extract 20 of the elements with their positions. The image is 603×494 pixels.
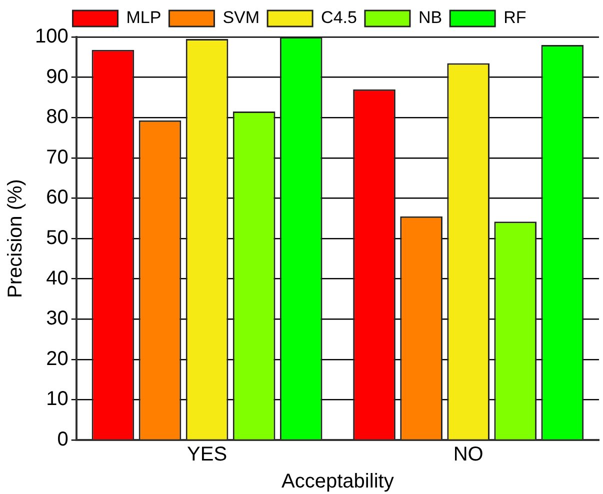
y-tick-label: 60 bbox=[46, 186, 68, 209]
y-axis-title: Precision (%) bbox=[4, 179, 27, 298]
y-tick-label: 40 bbox=[46, 267, 68, 290]
x-tick-label: NO bbox=[453, 444, 484, 466]
y-tick-label: 0 bbox=[57, 428, 68, 451]
y-tick-label: 80 bbox=[46, 106, 68, 128]
y-tick-label: 90 bbox=[46, 66, 68, 88]
y-tick-label: 20 bbox=[46, 348, 68, 370]
y-tick-label: 70 bbox=[46, 146, 68, 168]
legend-label: RF bbox=[504, 8, 526, 28]
y-tick-label: 100 bbox=[34, 26, 68, 48]
legend-label: NB bbox=[418, 8, 442, 28]
y-tick-label: 30 bbox=[46, 308, 68, 330]
legend-label: SVM bbox=[222, 8, 260, 28]
y-tick-label: 10 bbox=[46, 388, 68, 410]
x-tick-label: YES bbox=[187, 444, 228, 466]
legend-label: MLP bbox=[126, 8, 162, 28]
legend-label: C4.5 bbox=[321, 8, 357, 28]
x-axis-title: Acceptability bbox=[282, 470, 394, 493]
y-tick-label: 50 bbox=[46, 227, 68, 250]
